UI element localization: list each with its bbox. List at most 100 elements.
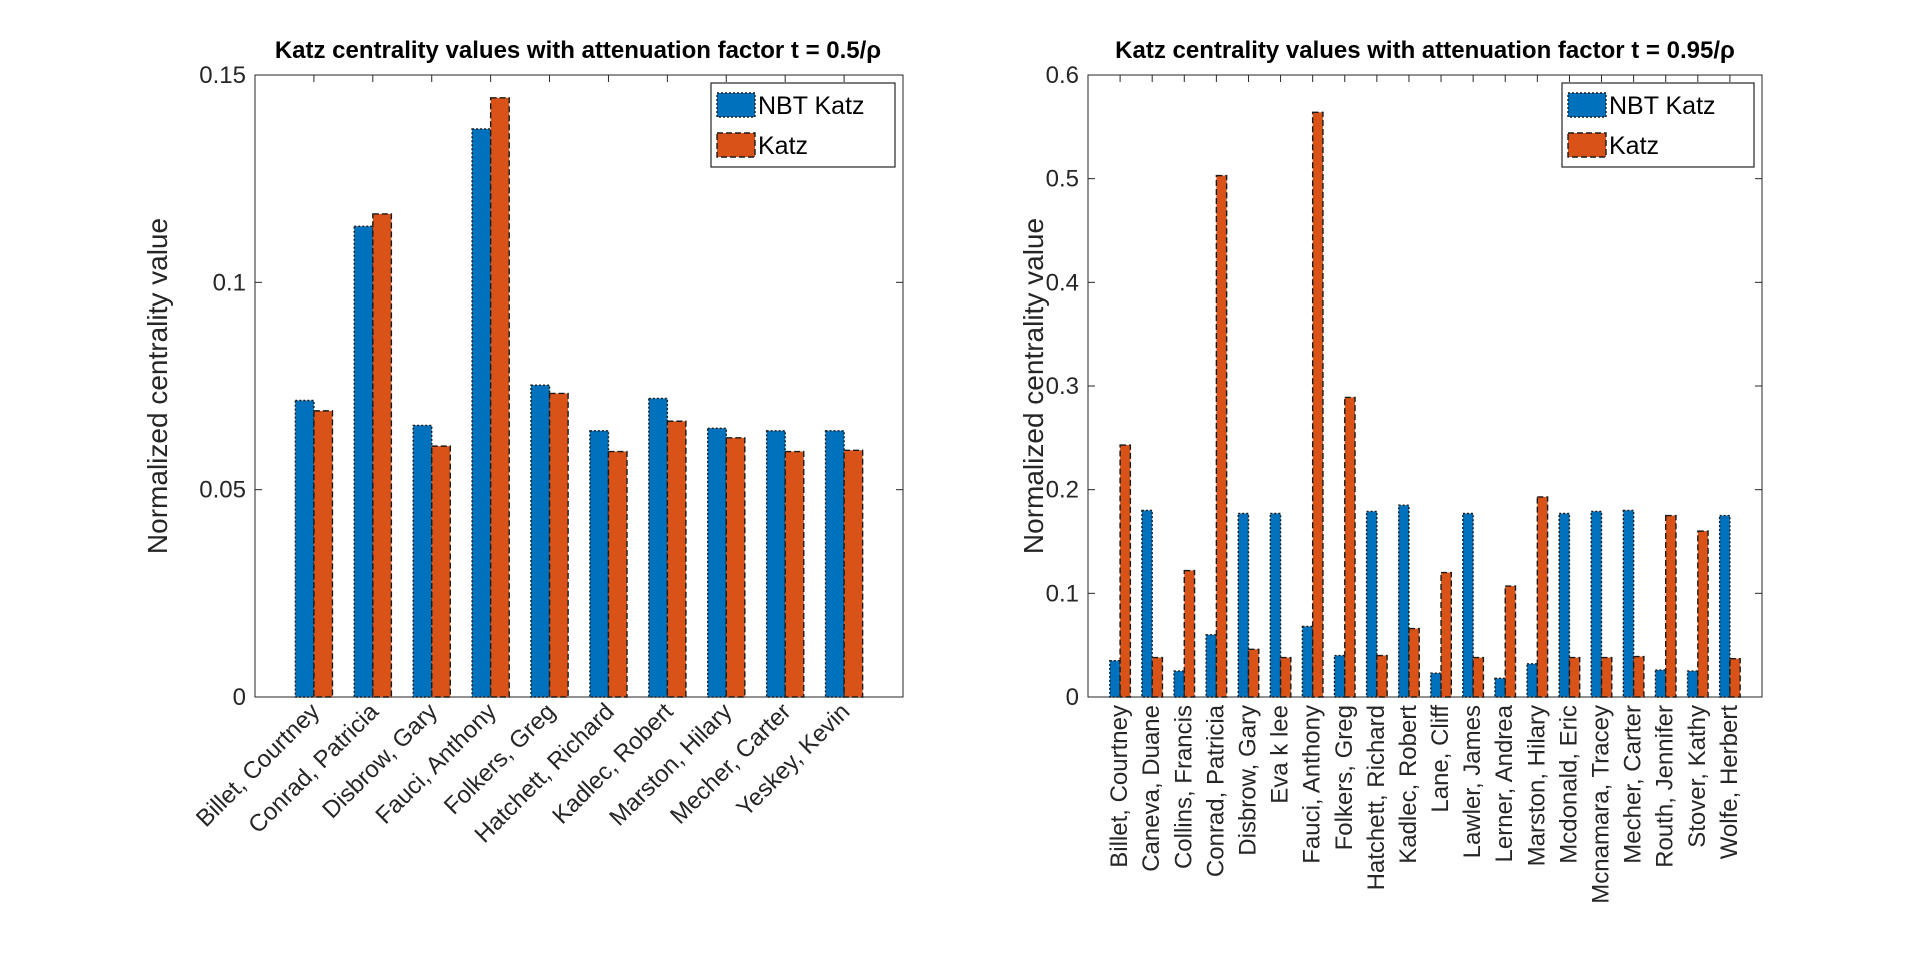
x-tick-label: Disbrow, Gary [1234, 705, 1261, 856]
y-tick-label: 0.4 [1046, 269, 1079, 296]
bar-nbt-katz-mcnamara-tracey [1590, 510, 1603, 698]
x-tick-label: Caneva, Duane [1138, 705, 1165, 872]
bar-nbt-katz-billet-courtney [1109, 660, 1121, 698]
series-katz [1119, 111, 1741, 698]
bar-nbt-katz-collins-francis [1173, 670, 1185, 698]
bar-katz-routh-jennifer [1665, 514, 1677, 698]
bar-katz-lerner-andrea [1504, 585, 1517, 698]
legend-label-nbt-katz: NBT Katz [1609, 92, 1716, 120]
bar-katz-conrad-patricia [1215, 174, 1228, 698]
bar-nbt-katz-fauci-anthony [471, 128, 492, 698]
legend-swatch-nbt-katz [1567, 92, 1607, 118]
bar-katz-marston-hilary [725, 437, 746, 698]
x-tick-label: Marston, Hilary [1523, 705, 1550, 866]
x-tick-label: Conrad, Patricia [1202, 704, 1229, 877]
bar-nbt-katz-disbrow-gary [412, 424, 433, 698]
bar-katz-wolfe-herbert [1729, 657, 1741, 698]
legend-swatch-katz [1567, 132, 1607, 158]
bar-nbt-katz-lawler-james [1462, 512, 1474, 698]
y-tick-label: 0.5 [1046, 166, 1079, 193]
bar-katz-marston-hilary [1536, 496, 1549, 698]
y-tick-label: 0.1 [1046, 580, 1079, 607]
legend: NBT Katz Katz [710, 82, 896, 168]
bar-katz-kadlec-robert [666, 420, 687, 698]
bar-katz-eva-k-lee [1279, 656, 1292, 698]
bar-nbt-katz-lerner-andrea [1494, 677, 1506, 698]
x-tick-label: Fauci, Anthony [1299, 705, 1326, 864]
y-tick-label: 0.15 [199, 62, 246, 89]
legend-label-katz: Katz [1609, 132, 1659, 160]
legend-swatch-katz [716, 132, 756, 158]
bar-nbt-katz-wolfe-herbert [1718, 514, 1731, 698]
series-katz [313, 97, 864, 698]
bar-nbt-katz-eva-k-lee [1269, 512, 1282, 698]
chart-panel-right: 0 0.1 0.2 0.3 0.4 0.5 0.6 Billet, Courtney Canev… [1018, 37, 1763, 904]
legend: NBT Katz Katz [1561, 82, 1755, 168]
x-tick-label: Mcnamara, Tracey [1588, 705, 1615, 904]
bar-nbt-katz-mecher-carter [765, 430, 786, 698]
bar-katz-lawler-james [1472, 656, 1485, 698]
x-tick-label: Wolfe, Herbert [1716, 705, 1743, 860]
bar-katz-hatchett-richard [607, 450, 628, 698]
bar-katz-billet-courtney [313, 410, 334, 698]
bar-katz-billet-courtney [1119, 444, 1132, 698]
series-nbt-katz [1109, 504, 1731, 698]
legend-label-katz: Katz [758, 132, 808, 160]
bar-nbt-katz-mecher-carter [1622, 509, 1635, 698]
bar-nbt-katz-kadlec-robert [1397, 504, 1410, 698]
bar-nbt-katz-marston-hilary [707, 427, 727, 698]
x-tick-label: Folkers, Greg [1331, 705, 1358, 850]
bar-nbt-katz-mcdonald-eric [1558, 512, 1571, 698]
bar-nbt-katz-kadlec-robert [648, 397, 669, 698]
bar-nbt-katz-fauci-anthony [1301, 625, 1314, 698]
bar-nbt-katz-yeskey-kevin [824, 430, 845, 698]
y-axis-label: Normalized centrality value [1018, 218, 1049, 554]
bar-katz-mecher-carter [1632, 655, 1645, 698]
bar-nbt-katz-folkers-greg [1333, 654, 1346, 698]
bar-nbt-katz-disbrow-gary [1237, 512, 1250, 698]
x-tick-label: Mcdonald, Eric [1555, 705, 1582, 864]
bar-nbt-katz-marston-hilary [1526, 663, 1539, 698]
bar-katz-yeskey-kevin [843, 449, 864, 698]
bar-nbt-katz-hatchett-richard [1365, 510, 1378, 698]
bar-nbt-katz-lane-cliff [1430, 672, 1442, 698]
y-tick-label: 0.3 [1046, 373, 1079, 400]
x-tick-label: Collins, Francis [1170, 705, 1197, 869]
bar-katz-conrad-patricia [372, 213, 393, 698]
bar-katz-hatchett-richard [1376, 654, 1388, 698]
bar-nbt-katz-caneva-duane [1141, 509, 1153, 698]
bar-nbt-katz-billet-courtney [294, 399, 315, 698]
x-tick-label: Eva k lee [1267, 705, 1294, 804]
y-tick-label: 0.2 [1046, 477, 1079, 504]
y-tick-label: 0.05 [199, 477, 246, 504]
bar-katz-mcnamara-tracey [1600, 656, 1613, 698]
x-tick-label: Hatchett, Richard [1363, 705, 1390, 890]
x-tick-label: Routh, Jennifer [1652, 705, 1679, 868]
bar-katz-folkers-greg [1344, 396, 1356, 698]
y-axis-label: Normalized centrality value [142, 218, 173, 554]
bar-katz-caneva-duane [1151, 656, 1164, 698]
y-tick-label: 0 [233, 684, 246, 711]
x-tick-label: Lane, Cliff [1427, 705, 1454, 813]
legend-label-nbt-katz: NBT Katz [758, 92, 865, 120]
x-tick-label: Mecher, Carter [1620, 705, 1647, 864]
bar-nbt-katz-hatchett-richard [589, 430, 610, 698]
bar-katz-lane-cliff [1440, 571, 1453, 698]
bar-katz-disbrow-gary [431, 445, 451, 698]
x-tick-label: Stover, Kathy [1684, 705, 1711, 848]
bar-katz-fauci-anthony [1311, 111, 1324, 698]
x-tick-label: Lerner, Andrea [1491, 704, 1518, 862]
bar-katz-mecher-carter [784, 450, 805, 698]
x-tick-label: Lawler, James [1459, 705, 1486, 858]
y-tick-label: 0 [1066, 684, 1079, 711]
bar-nbt-katz-conrad-patricia [1205, 634, 1218, 698]
bar-nbt-katz-routh-jennifer [1654, 669, 1667, 698]
y-tick-label: 0.1 [213, 269, 246, 296]
legend-swatch-nbt-katz [716, 92, 756, 118]
bar-katz-collins-francis [1183, 569, 1196, 698]
bar-nbt-katz-stover-kathy [1686, 670, 1699, 698]
bar-katz-folkers-greg [548, 392, 569, 698]
bar-katz-mcdonald-eric [1568, 656, 1581, 698]
